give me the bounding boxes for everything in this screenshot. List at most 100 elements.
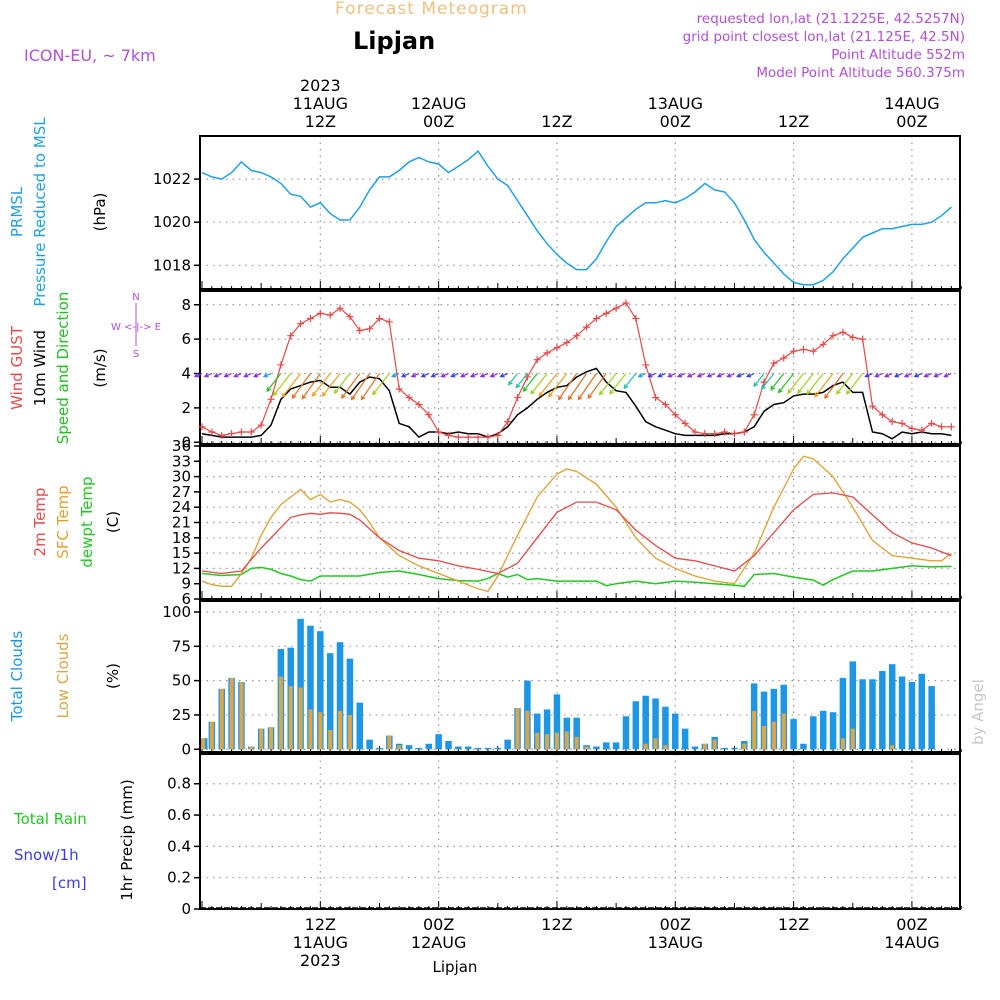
low-cloud-bar <box>328 730 333 750</box>
wind-gust-marker <box>405 394 413 402</box>
total-cloud-bar <box>415 747 423 750</box>
wind-gust-marker <box>928 419 936 427</box>
wind-gust-marker <box>671 411 679 419</box>
wind-direction-arrowhead <box>657 373 663 378</box>
wind-gust-marker <box>415 400 423 408</box>
y-tick-label: 27 <box>172 483 191 501</box>
wind-direction-arrowhead <box>903 373 909 378</box>
top-time-label: 13AUG <box>648 94 703 113</box>
wind-direction-arrow <box>558 373 578 400</box>
wind-direction-arrowhead <box>753 382 759 388</box>
total-cloud-bar <box>366 739 373 750</box>
wind-direction-arrowhead <box>557 395 563 401</box>
bottom-time-label: 00Z <box>423 915 454 934</box>
low-cloud-bar <box>771 721 776 750</box>
low-cloud-bar <box>762 725 767 750</box>
low-cloud-bar <box>288 686 293 750</box>
wind-direction-arrowhead <box>943 373 949 378</box>
low-cloud-bar <box>219 688 224 750</box>
wind-direction-arrowhead <box>530 389 536 395</box>
low-cloud-bar <box>574 736 579 750</box>
wind-gust-marker <box>750 411 758 419</box>
y-tick-label: 30 <box>172 468 191 486</box>
panel-frame-pressure <box>199 135 961 290</box>
wind-direction-arrowhead <box>933 373 939 378</box>
y-tick-label: 4 <box>181 365 191 383</box>
wind-direction-arrow <box>291 373 311 399</box>
wind-gust-marker <box>336 304 344 312</box>
wind-gust-marker <box>602 309 610 317</box>
wind-gust-marker <box>435 428 443 436</box>
bottom-time-label: 12Z <box>541 915 572 934</box>
wind-gust-marker <box>563 339 571 347</box>
total-cloud-bar <box>622 716 630 750</box>
wind-gust-marker <box>533 356 541 364</box>
top-time-label: 12Z <box>305 112 336 131</box>
low-cloud-bar <box>278 676 283 750</box>
wind-gust-marker <box>208 428 216 436</box>
tsfc-label: SFC Temp <box>54 485 72 558</box>
wind-direction-arrow <box>515 373 528 388</box>
total-cloud-bar <box>504 739 511 750</box>
wind-direction-arrow <box>548 373 568 397</box>
grid-point-coords: grid point closest lon,lat (21.125E, 42.… <box>683 29 965 45</box>
wind-direction-arrow <box>824 373 844 399</box>
footer-location: Lipjan <box>433 958 478 976</box>
wind-gust-marker <box>799 345 807 353</box>
wind-gust-marker <box>543 349 551 357</box>
y-tick-label: 1018 <box>153 256 191 274</box>
wind-direction-arrow <box>321 373 341 397</box>
wind-gust-marker <box>198 423 206 431</box>
low-cloud-bar <box>781 713 786 750</box>
total-cloud-bar <box>474 747 482 750</box>
wind-direction-arrowhead <box>667 373 673 378</box>
total-cloud-bar <box>859 679 866 750</box>
wind-direction-arrowhead <box>266 386 272 392</box>
total-cloud-bar <box>632 701 640 750</box>
total-cloud-bar <box>672 713 679 750</box>
total-cloud-bar <box>346 658 354 750</box>
wind-gust-marker <box>642 361 650 369</box>
clouds-unit: (%) <box>104 663 122 689</box>
wind-direction-arrowhead <box>262 373 269 378</box>
y-tick-label: 21 <box>172 514 191 532</box>
wind-gust-marker <box>622 299 630 307</box>
wind-gust-marker <box>888 418 896 426</box>
wind-direction-arrow <box>836 373 854 395</box>
snow-label: Snow/1h <box>14 846 79 864</box>
wind-direction-arrow <box>587 373 607 399</box>
wind-gust-marker <box>770 359 778 367</box>
y-tick-label: 0.6 <box>167 806 191 824</box>
wind-direction-arrowhead <box>420 373 426 378</box>
wind-direction-arrowhead <box>567 395 573 401</box>
y-tick-label: 75 <box>172 637 191 655</box>
pressure-label-2: Pressure Reduced to MSL <box>31 117 49 307</box>
wind-gust-marker <box>297 320 305 328</box>
wind-direction-arrowhead <box>676 373 683 378</box>
wind-direction-arrow <box>360 373 380 400</box>
wind-gust-marker <box>661 400 669 408</box>
wind-direction-arrow <box>341 373 361 399</box>
watermark: by Angel <box>969 679 987 745</box>
wind-direction-arrow <box>282 373 302 397</box>
wind-direction-arrowhead <box>884 373 890 378</box>
pressure-line <box>201 149 952 286</box>
top-time-label: 00Z <box>423 112 454 131</box>
wind-gust-marker <box>306 315 314 323</box>
wind-gust-marker <box>691 428 699 436</box>
wind-direction-arrow <box>312 373 331 397</box>
wind-direction-arrowhead <box>223 373 229 378</box>
wind-direction-arrowhead <box>507 380 513 386</box>
y-tick-label: 0.2 <box>167 869 191 887</box>
y-tick-label: 1020 <box>153 213 191 231</box>
wind-gust-marker <box>316 309 324 317</box>
y-tick-label: 50 <box>172 672 191 690</box>
y-tick-label: 9 <box>181 575 191 593</box>
wind-direction-arrowhead <box>746 373 752 378</box>
total-cloud-bar <box>455 746 462 750</box>
wind-direction-arrowhead <box>479 373 485 378</box>
total-cloud-bar <box>918 673 926 750</box>
wind-direction-arrowhead <box>410 373 416 378</box>
total-cloud-bar <box>297 618 304 750</box>
total-cloud-bar <box>356 702 364 750</box>
